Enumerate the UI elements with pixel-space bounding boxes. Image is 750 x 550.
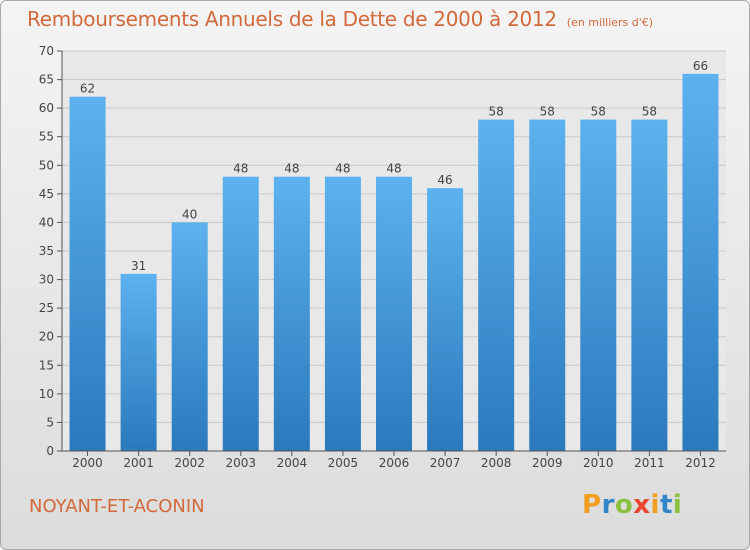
bar-value-label: 31 — [131, 259, 146, 273]
bar — [324, 176, 361, 451]
y-tick-label: 0 — [46, 444, 54, 458]
x-tick-label: 2006 — [379, 456, 410, 470]
y-tick-label: 15 — [39, 358, 54, 372]
y-tick-label: 55 — [39, 130, 54, 144]
x-tick-label: 2003 — [225, 456, 256, 470]
bar — [376, 176, 412, 451]
y-tick-label: 20 — [39, 330, 54, 344]
proxiti-logo[interactable]: Proxiti — [582, 490, 682, 520]
bar-value-label: 62 — [80, 82, 95, 96]
x-tick-label: 2005 — [328, 456, 359, 470]
logo-letter: x — [633, 490, 651, 520]
bar-value-label: 48 — [386, 162, 401, 176]
y-tick-label: 45 — [39, 187, 54, 201]
bar — [580, 119, 617, 452]
y-tick-label: 70 — [39, 44, 54, 58]
logo-letter: i — [672, 490, 683, 520]
x-tick-label: 2009 — [532, 456, 563, 470]
bar — [69, 96, 106, 451]
bar-value-label: 48 — [335, 162, 350, 176]
x-tick-label: 2008 — [481, 456, 512, 470]
bar — [631, 119, 668, 452]
bar-value-label: 58 — [591, 105, 606, 119]
y-tick-label: 30 — [39, 273, 54, 287]
x-tick-label: 2002 — [174, 456, 205, 470]
bars: 62 31 40 48 48 48 48 46 58 58 58 58 66 — [69, 59, 719, 452]
chart-title-text: Remboursements Annuels de la Dette de 20… — [27, 7, 557, 31]
y-tick-label: 60 — [39, 101, 54, 115]
bar — [478, 119, 515, 452]
y-tick-label: 50 — [39, 158, 54, 172]
chart-title: Remboursements Annuels de la Dette de 20… — [27, 7, 653, 31]
commune-name: NOYANT-ET-ACONIN — [29, 496, 205, 517]
bar-value-label: 66 — [693, 59, 708, 73]
logo-letter: P — [582, 490, 602, 520]
logo-letter: i — [650, 490, 660, 520]
axes: 0 5 10 15 20 25 30 35 40 45 50 55 60 65 70 2000 2001 2002… — [39, 44, 726, 470]
bar — [682, 73, 719, 451]
logo-letter: o — [614, 490, 634, 520]
x-tick-label: 2000 — [72, 456, 103, 470]
chart-unit-note: (en milliers d'€) — [566, 16, 654, 29]
x-tick-label: 2012 — [685, 456, 716, 470]
bar — [273, 176, 310, 451]
bar — [120, 273, 157, 451]
x-tick-label: 2007 — [430, 456, 461, 470]
bar — [171, 222, 208, 451]
y-tick-label: 35 — [39, 244, 54, 258]
x-tick-label: 2010 — [583, 456, 614, 470]
x-tick-label: 2011 — [634, 456, 665, 470]
y-tick-label: 40 — [39, 215, 54, 229]
bar-value-label: 48 — [284, 162, 299, 176]
logo-letter: t — [659, 490, 673, 520]
bar-value-label: 58 — [489, 105, 504, 119]
y-tick-label: 10 — [39, 387, 54, 401]
bar-value-label: 58 — [540, 105, 555, 119]
bar — [529, 119, 566, 452]
bar — [427, 188, 464, 451]
bar-value-label: 40 — [182, 207, 197, 221]
logo-letter: r — [601, 490, 615, 520]
bar-value-label: 58 — [642, 105, 657, 119]
y-tick-label: 5 — [46, 415, 54, 429]
bar-value-label: 46 — [437, 173, 452, 187]
x-tick-label: 2001 — [123, 456, 154, 470]
bar-value-label: 48 — [233, 162, 248, 176]
y-tick-label: 65 — [39, 73, 54, 87]
y-tick-label: 25 — [39, 301, 54, 315]
x-tick-label: 2004 — [277, 456, 308, 470]
bar — [222, 176, 259, 451]
